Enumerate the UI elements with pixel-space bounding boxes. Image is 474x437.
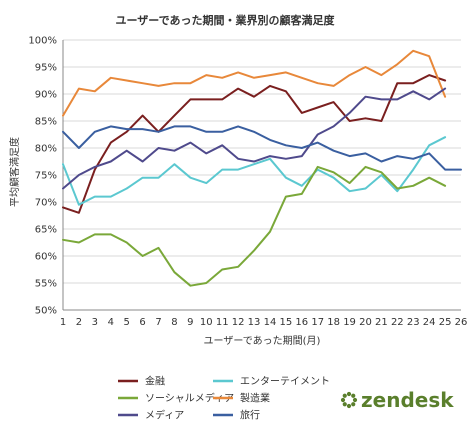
x-tick-label: 19 — [343, 317, 356, 328]
y-tick-label: 70% — [35, 198, 57, 209]
series-line — [62, 136, 447, 206]
y-tick-label: 75% — [35, 171, 57, 182]
x-tick-label: 20 — [359, 317, 372, 328]
x-tick-label: 23 — [407, 317, 420, 328]
x-tick-label: 1 — [60, 317, 66, 328]
x-tick-label: 14 — [264, 317, 277, 328]
series-lines — [62, 49, 462, 287]
logo-dot — [346, 391, 352, 397]
y-tick-label: 55% — [35, 279, 57, 290]
series-line — [62, 125, 462, 171]
x-tick-label: 9 — [187, 317, 193, 328]
x-tick-label: 11 — [216, 317, 229, 328]
series-line — [62, 49, 447, 117]
legend-label: ソーシャルメディア — [145, 392, 234, 405]
legend-label: 旅行 — [240, 409, 260, 422]
x-tick-label: 12 — [232, 317, 245, 328]
x-tick-label: 13 — [248, 317, 261, 328]
y-tick-label: 100% — [28, 36, 57, 47]
y-tick-label: 95% — [35, 63, 57, 74]
y-axis-label: 平均顧客満足度 — [8, 137, 21, 207]
x-tick-label: 8 — [171, 317, 177, 328]
x-tick-label: 18 — [327, 317, 340, 328]
y-tick-label: 65% — [35, 225, 57, 236]
y-tick-label: 90% — [35, 90, 57, 101]
y-tick-label: 85% — [35, 117, 57, 128]
x-tick-label: 25 — [439, 317, 452, 328]
logo-dot — [342, 402, 347, 407]
series-line — [62, 87, 447, 190]
y-tick-label: 50% — [35, 306, 57, 317]
x-tick-label: 26 — [455, 317, 468, 328]
x-tick-label: 6 — [139, 317, 145, 328]
x-tick-label: 2 — [76, 317, 82, 328]
x-tick-label: 16 — [295, 317, 308, 328]
x-tick-label: 15 — [280, 317, 293, 328]
x-tick-label: 21 — [375, 317, 388, 328]
y-tick-label: 80% — [35, 144, 57, 155]
legend-label: メディア — [145, 409, 184, 422]
logo-dot — [351, 393, 356, 398]
zendesk-logo-icon — [340, 391, 358, 409]
x-tick-label: 24 — [423, 317, 436, 328]
legend-label: 製造業 — [240, 392, 270, 405]
x-tick-label: 22 — [391, 317, 404, 328]
logo-dot — [346, 403, 352, 409]
legend-label: エンターテイメント — [240, 376, 330, 388]
series-line — [62, 165, 447, 287]
x-tick-label: 3 — [92, 317, 98, 328]
logo-dot — [340, 397, 346, 403]
chart-title: ユーザーであった期間・業界別の顧客満足度 — [115, 13, 335, 27]
series-line — [62, 74, 447, 214]
logo-dot — [342, 393, 347, 398]
x-axis-label: ユーザーであった期間(月) — [204, 335, 321, 347]
legend-label: 金融 — [145, 375, 165, 388]
x-ticks: 1 2 3 4 5 6 7 8 9 10 11 12 13 14 15 16 17 18 19 20 21 22 23 24 2… — [60, 317, 468, 328]
x-tick-label: 17 — [311, 317, 324, 328]
logo-dot — [351, 402, 356, 407]
y-ticks: 50% 55% 60% 65% 70% 75% 80% 85% 90% 95% 100% — [28, 36, 57, 317]
y-tick-label: 60% — [35, 252, 57, 263]
logo-dot — [352, 397, 358, 403]
x-tick-label: 5 — [123, 317, 129, 328]
zendesk-logo-text: zendesk — [361, 388, 454, 412]
x-tick-label: 10 — [200, 317, 213, 328]
zendesk-logo: zendesk — [340, 388, 454, 412]
x-tick-label: 7 — [155, 317, 161, 328]
x-tick-label: 4 — [108, 317, 114, 328]
